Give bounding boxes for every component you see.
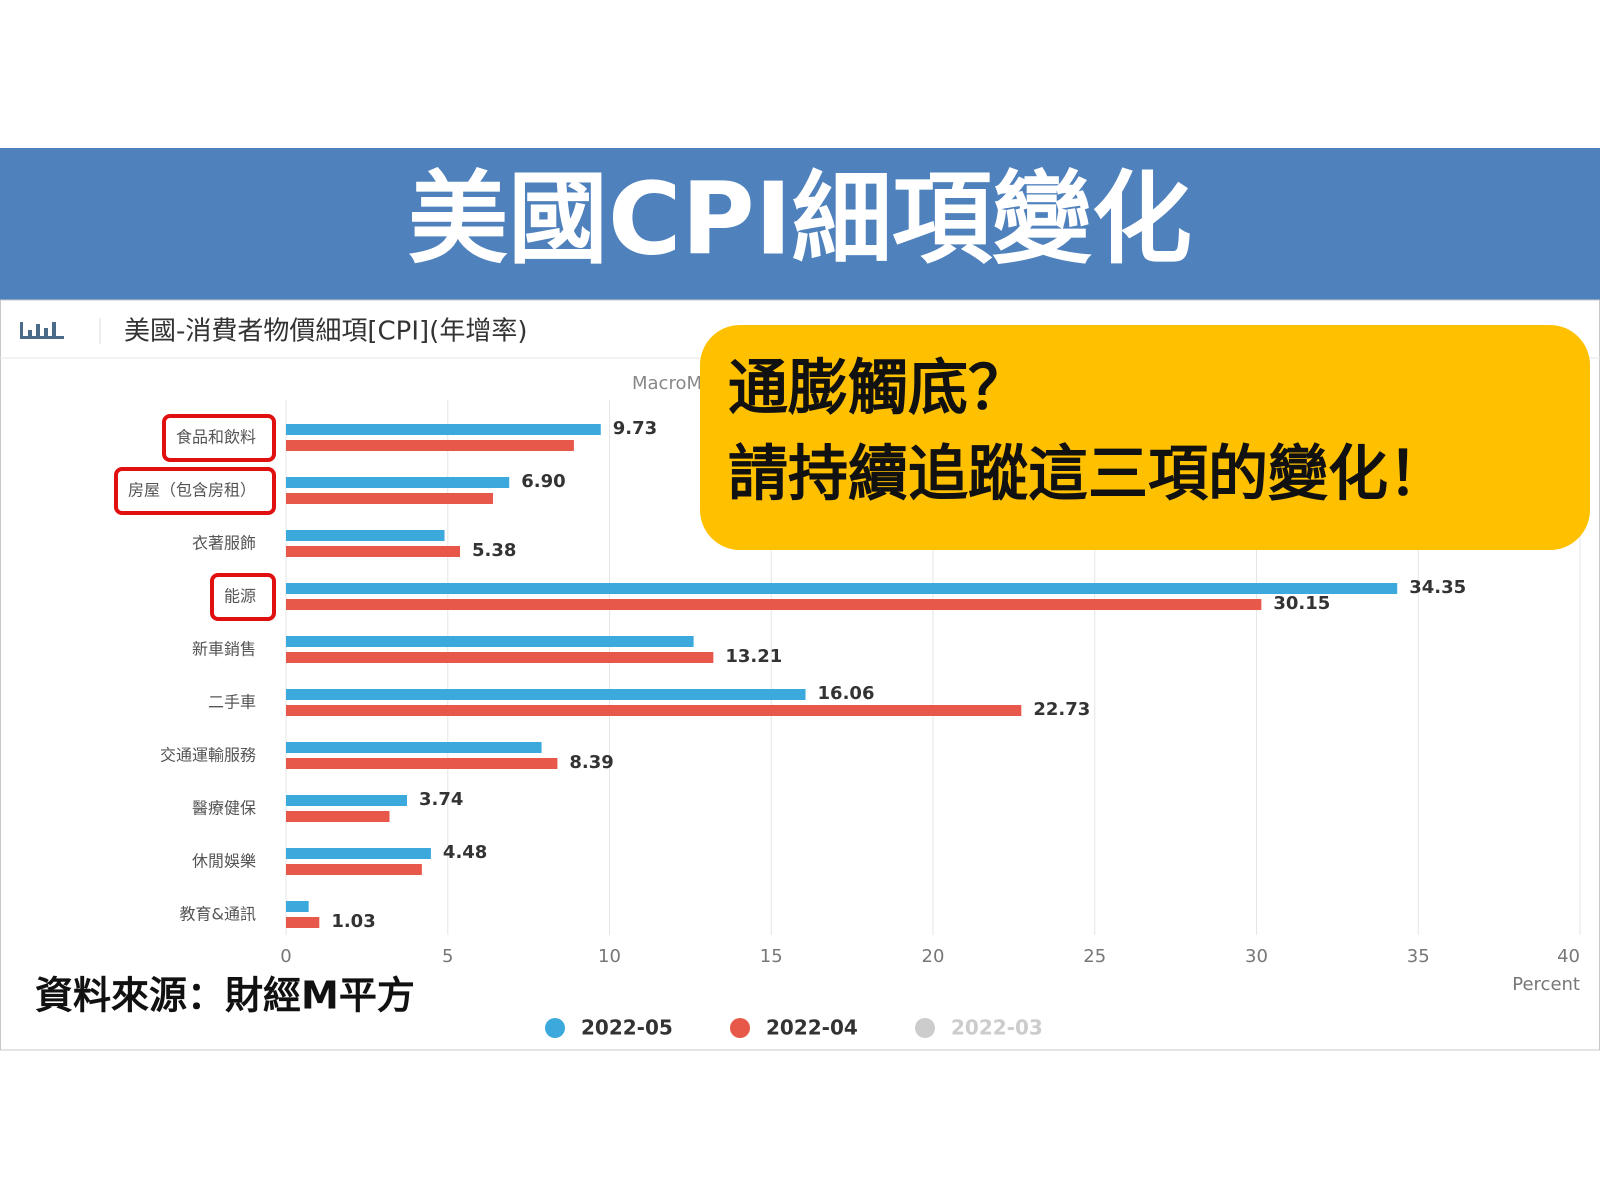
y-tick-label: 新車銷售 [192, 640, 256, 659]
bar [286, 705, 1022, 716]
x-tick-label: 30 [1245, 946, 1268, 967]
data-label: 4.48 [443, 842, 487, 863]
x-axis-label: Percent [1512, 974, 1580, 995]
data-label: 30.15 [1273, 593, 1330, 614]
highlight-box [161, 414, 276, 462]
chart-title: 美國-消費者物價細項[CPI](年增率) [124, 317, 527, 347]
bar [286, 689, 806, 700]
bar [286, 530, 445, 541]
data-label: 34.35 [1409, 577, 1466, 598]
x-tick-label: 5 [442, 946, 453, 967]
legend-label: 2022-04 [766, 1016, 858, 1040]
banner-title: 美國CPI細項變化 [408, 160, 1192, 277]
y-tick-label: 衣著服飾 [192, 534, 256, 553]
bar [286, 599, 1262, 610]
highlight-box [209, 573, 276, 621]
y-tick-label: 醫療健保 [192, 799, 256, 818]
chart-icon [20, 322, 64, 339]
callout-line: 通膨觸底？ [728, 354, 1028, 424]
x-tick-label: 10 [598, 946, 621, 967]
y-tick-label: 休閒娛樂 [192, 852, 256, 871]
x-tick-label: 20 [922, 946, 945, 967]
bar [286, 477, 510, 488]
bar [286, 583, 1398, 594]
bar [286, 652, 714, 663]
bar [286, 811, 390, 822]
data-label: 13.21 [725, 646, 782, 667]
y-tick-label: 交通運輸服務 [160, 746, 256, 765]
data-label: 5.38 [472, 540, 516, 561]
y-tick-label: 二手車 [208, 693, 256, 712]
bar [286, 864, 422, 875]
y-tick-label: 能源 [224, 587, 256, 606]
bar [286, 848, 431, 859]
data-label: 22.73 [1033, 699, 1090, 720]
highlight-box [113, 467, 276, 515]
bar [286, 546, 461, 557]
y-tick-label: 教育&通訊 [180, 905, 256, 924]
legend-label: 2022-05 [581, 1016, 673, 1040]
bar [286, 636, 694, 647]
bar [286, 742, 542, 753]
legend-swatch [915, 1018, 935, 1038]
x-tick-label: 25 [1083, 946, 1106, 967]
data-label: 3.74 [419, 789, 463, 810]
x-tick-label: 40 [1557, 946, 1580, 967]
legend-label: 2022-03 [951, 1016, 1043, 1040]
y-tick-label: 食品和飲料 [176, 428, 256, 447]
data-label: 8.39 [569, 752, 613, 773]
bar [286, 901, 309, 912]
callout-box [700, 325, 1590, 550]
bar [286, 917, 320, 928]
x-tick-label: 15 [760, 946, 783, 967]
bar [286, 795, 407, 806]
data-label: 9.73 [613, 418, 657, 439]
bar [286, 424, 601, 435]
x-tick-label: 0 [280, 946, 291, 967]
data-label: 1.03 [331, 911, 375, 932]
data-label: 16.06 [818, 683, 875, 704]
data-label: 6.90 [521, 471, 565, 492]
legend-swatch [545, 1018, 565, 1038]
callout-line: 請持續追蹤這三項的變化！ [728, 440, 1448, 510]
banner [0, 148, 1600, 300]
x-tick-label: 35 [1407, 946, 1430, 967]
bar [286, 440, 574, 451]
bar [286, 493, 494, 504]
bar [286, 758, 558, 769]
source-note: 資料來源：財經M平方 [35, 974, 415, 1018]
y-tick-label: 房屋（包含房租） [128, 481, 256, 500]
legend-swatch [730, 1018, 750, 1038]
